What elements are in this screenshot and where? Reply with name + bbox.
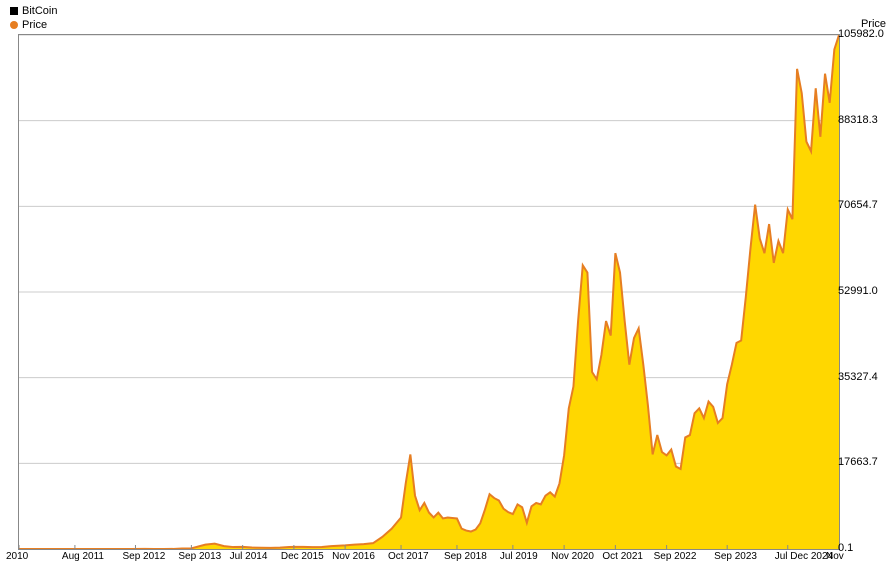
y-tick-label: 70654.7 [838,199,878,211]
y-axis-labels: 0.117663.735327.452991.070654.788318.310… [838,34,890,548]
x-tick-label: Nov 2016 [332,551,375,562]
y-tick-label: 17663.7 [838,456,878,468]
chart-svg [19,35,839,549]
x-tick-label: Dec 2015 [281,551,324,562]
chart-legend: BitCoin Price [10,4,57,32]
x-tick-label: Nov [826,551,844,562]
x-axis-labels: 2010Aug 2011Sep 2012Sep 2013Jul 2014Dec … [18,551,838,565]
x-tick-label: Nov 2020 [551,551,594,562]
y-axis-title: Price [861,18,886,30]
x-tick-label: Aug 2011 [62,551,104,562]
y-tick-label: 52991.0 [838,285,878,297]
legend-series-row: BitCoin [10,4,57,18]
chart-plot-area [18,34,840,550]
x-tick-label: Sep 2012 [122,551,165,562]
x-tick-label: Sep 2022 [654,551,697,562]
x-tick-label: Oct 2021 [602,551,643,562]
x-tick-label: Jul Dec 2024 [775,551,833,562]
x-tick-label: Sep 2018 [444,551,487,562]
y-tick-label: 88318.3 [838,114,878,126]
x-tick-label: 2010 [6,551,28,562]
legend-series-swatch [10,7,18,15]
x-tick-label: Oct 2017 [388,551,429,562]
legend-series-label: BitCoin [22,4,57,18]
legend-value-label: Price [22,18,47,32]
legend-value-row: Price [10,18,57,32]
x-tick-label: Jul 2014 [230,551,268,562]
legend-value-swatch [10,21,18,29]
x-tick-label: Sep 2023 [714,551,757,562]
x-tick-label: Jul 2019 [500,551,538,562]
y-tick-label: 35327.4 [838,371,878,383]
x-tick-label: Sep 2013 [178,551,221,562]
